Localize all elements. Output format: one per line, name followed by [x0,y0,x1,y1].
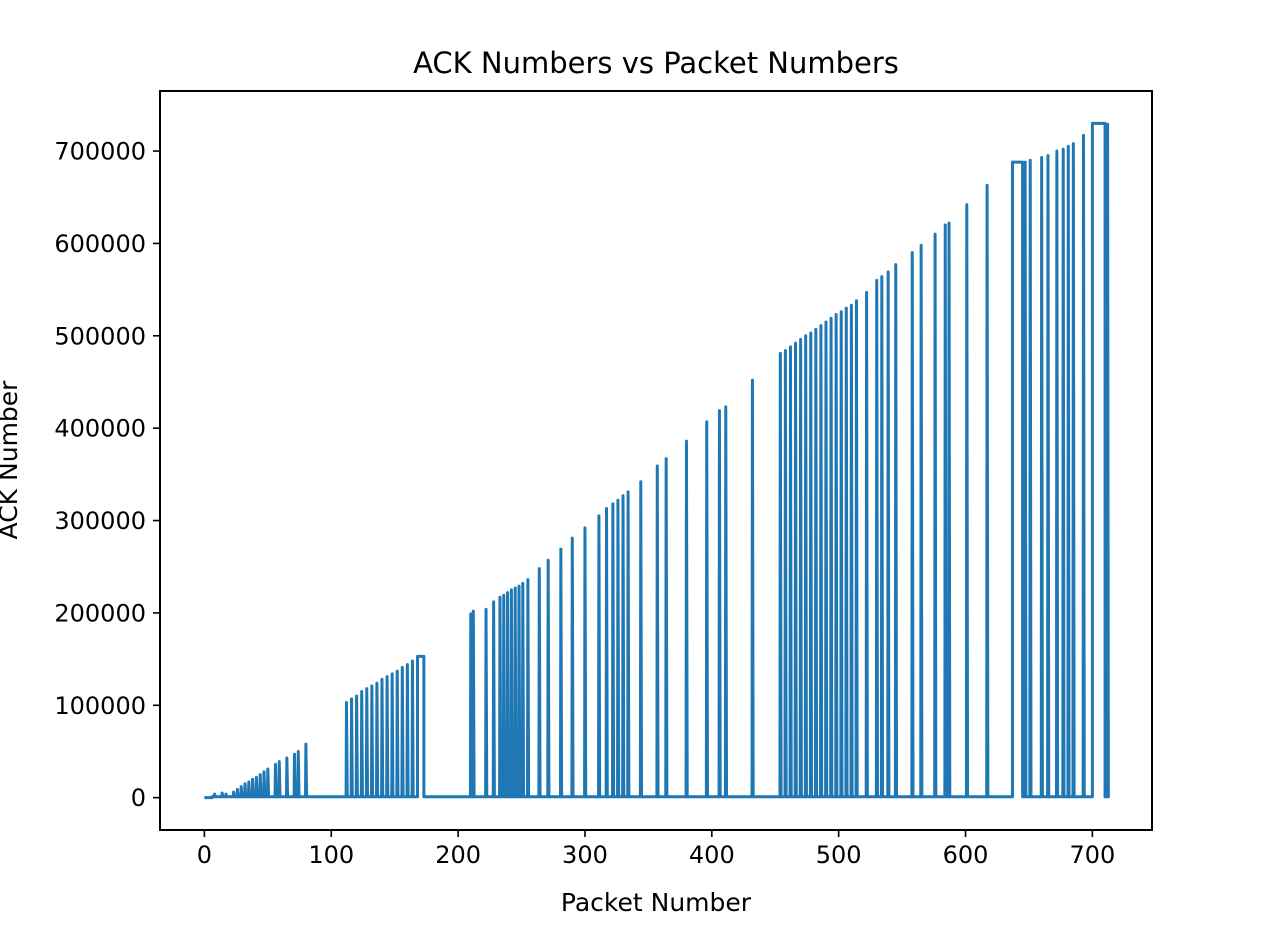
x-tick-label: 200 [435,841,481,869]
y-tick-label: 600000 [54,230,146,258]
x-tick-label: 300 [562,841,608,869]
x-tick-label: 0 [197,841,212,869]
y-tick-label: 400000 [54,415,146,443]
plot-area [204,121,1110,800]
x-tick-label: 500 [816,841,862,869]
x-tick-label: 400 [689,841,735,869]
x-tick-label: 100 [308,841,354,869]
y-tick-label: 0 [131,784,146,812]
x-tick-label: 600 [943,841,989,869]
y-tick-label: 100000 [54,692,146,720]
y-tick-label: 500000 [54,322,146,350]
axes: 0 100 200 300 400 500 600 700 0 100000 200000 30000… [54,90,1153,869]
x-tick-label: 700 [1069,841,1115,869]
y-tick-label: 200000 [54,599,146,627]
y-tick-label: 300000 [54,507,146,535]
y-axis-label: ACK Number [0,380,23,540]
y-tick-label: 700000 [54,138,146,166]
x-axis-label: Packet Number [561,888,752,917]
axes-frame [159,90,1153,831]
chart-title: ACK Numbers vs Packet Numbers [413,46,899,80]
ack-series-line [204,121,1110,800]
